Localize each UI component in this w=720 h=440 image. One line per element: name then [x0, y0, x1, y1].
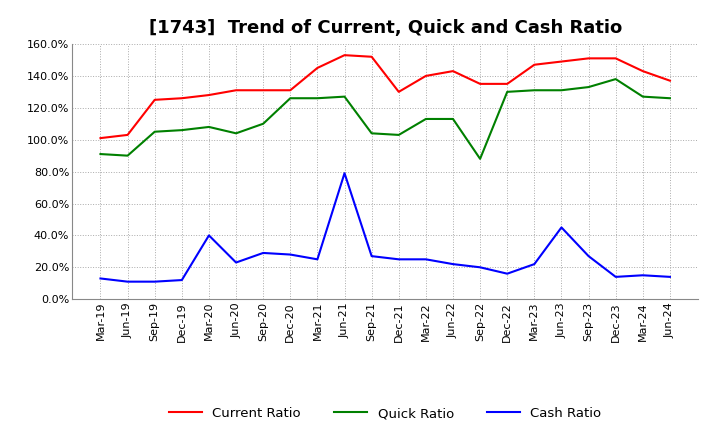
Current Ratio — [150, 97, 159, 103]
Current Ratio — [313, 65, 322, 70]
Quick Ratio — [341, 94, 349, 99]
Current Ratio — [178, 95, 186, 101]
Quick Ratio — [449, 116, 457, 121]
Title: [1743]  Trend of Current, Quick and Cash Ratio: [1743] Trend of Current, Quick and Cash … — [148, 19, 622, 37]
Cash Ratio — [584, 253, 593, 259]
Current Ratio — [341, 52, 349, 58]
Cash Ratio — [611, 274, 620, 279]
Current Ratio — [503, 81, 511, 87]
Quick Ratio — [503, 89, 511, 95]
Quick Ratio — [96, 151, 105, 157]
Current Ratio — [286, 88, 294, 93]
Cash Ratio — [313, 257, 322, 262]
Cash Ratio — [286, 252, 294, 257]
Quick Ratio — [665, 95, 674, 101]
Quick Ratio — [178, 128, 186, 133]
Cash Ratio — [367, 253, 376, 259]
Quick Ratio — [204, 124, 213, 129]
Quick Ratio — [421, 116, 430, 121]
Cash Ratio — [530, 261, 539, 267]
Current Ratio — [96, 136, 105, 141]
Quick Ratio — [557, 88, 566, 93]
Cash Ratio — [204, 233, 213, 238]
Current Ratio — [476, 81, 485, 87]
Cash Ratio — [178, 278, 186, 283]
Current Ratio — [421, 73, 430, 78]
Quick Ratio — [611, 77, 620, 82]
Line: Quick Ratio: Quick Ratio — [101, 79, 670, 159]
Cash Ratio — [150, 279, 159, 284]
Quick Ratio — [476, 156, 485, 161]
Quick Ratio — [259, 121, 268, 126]
Current Ratio — [584, 56, 593, 61]
Current Ratio — [557, 59, 566, 64]
Current Ratio — [259, 88, 268, 93]
Current Ratio — [611, 56, 620, 61]
Cash Ratio — [503, 271, 511, 276]
Current Ratio — [530, 62, 539, 67]
Quick Ratio — [639, 94, 647, 99]
Quick Ratio — [584, 84, 593, 90]
Current Ratio — [367, 54, 376, 59]
Cash Ratio — [449, 261, 457, 267]
Quick Ratio — [367, 131, 376, 136]
Line: Cash Ratio: Cash Ratio — [101, 173, 670, 282]
Cash Ratio — [341, 171, 349, 176]
Legend: Current Ratio, Quick Ratio, Cash Ratio: Current Ratio, Quick Ratio, Cash Ratio — [163, 402, 607, 425]
Current Ratio — [395, 89, 403, 95]
Cash Ratio — [96, 276, 105, 281]
Current Ratio — [665, 78, 674, 83]
Cash Ratio — [123, 279, 132, 284]
Current Ratio — [639, 69, 647, 74]
Current Ratio — [449, 69, 457, 74]
Cash Ratio — [421, 257, 430, 262]
Quick Ratio — [530, 88, 539, 93]
Quick Ratio — [395, 132, 403, 138]
Quick Ratio — [232, 131, 240, 136]
Cash Ratio — [665, 274, 674, 279]
Quick Ratio — [123, 153, 132, 158]
Line: Current Ratio: Current Ratio — [101, 55, 670, 138]
Current Ratio — [204, 92, 213, 98]
Current Ratio — [232, 88, 240, 93]
Cash Ratio — [232, 260, 240, 265]
Cash Ratio — [557, 225, 566, 230]
Quick Ratio — [150, 129, 159, 134]
Quick Ratio — [286, 95, 294, 101]
Quick Ratio — [313, 95, 322, 101]
Current Ratio — [123, 132, 132, 138]
Cash Ratio — [259, 250, 268, 256]
Cash Ratio — [639, 273, 647, 278]
Cash Ratio — [476, 265, 485, 270]
Cash Ratio — [395, 257, 403, 262]
